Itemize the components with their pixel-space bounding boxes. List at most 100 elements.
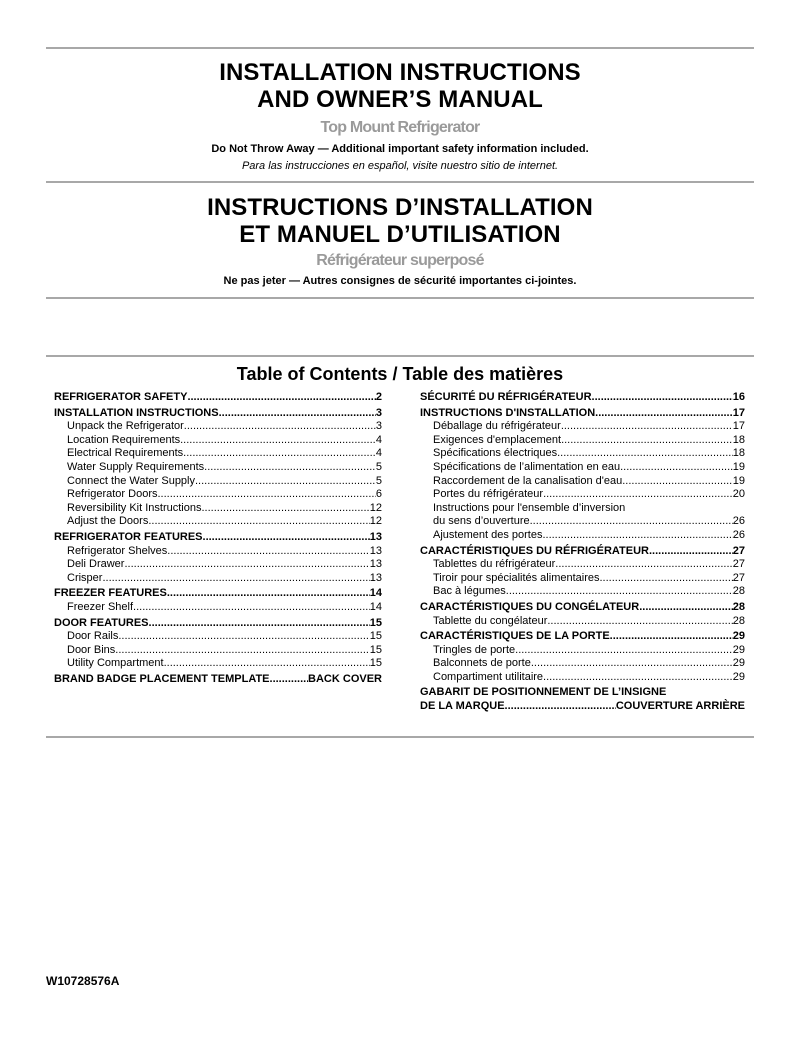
- toc-entry-page: 12: [369, 515, 382, 528]
- dot-leader: [639, 601, 733, 615]
- toc-entry[interactable]: Déballage du réfrigérateur 17: [420, 420, 745, 434]
- toc-entry-page: 6: [375, 488, 382, 501]
- toc-entry-label: Crisper: [67, 571, 103, 584]
- toc-entry-page: 12: [369, 501, 382, 514]
- dot-leader: [202, 502, 370, 516]
- toc-entry[interactable]: Ajustement des portes 26: [420, 529, 745, 543]
- toc-entry-label: Tringles de porte: [433, 643, 516, 656]
- divider-rule: [46, 181, 754, 183]
- toc-entry[interactable]: Door Rails 15: [54, 630, 382, 644]
- toc-entry[interactable]: Tiroir pour spécialités alimentaires 27: [420, 572, 745, 586]
- toc-entry[interactable]: CARACTÉRISTIQUES DU RÉFRIGÉRATEUR 27: [420, 545, 745, 559]
- toc-entry-label: SÉCURITÉ DU RÉFRIGÉRATEUR: [420, 391, 592, 403]
- dot-leader: [167, 545, 369, 559]
- toc-entry[interactable]: Freezer Shelf 14: [54, 601, 382, 615]
- dot-leader: [530, 515, 733, 529]
- toc-entry-label: Portes du réfrigérateur: [433, 488, 544, 501]
- toc-entry[interactable]: Raccordement de la canalisation d'eau 19: [420, 475, 745, 489]
- dot-leader: [184, 420, 376, 434]
- toc-entry[interactable]: INSTRUCTIONS D'INSTALLATION 17: [420, 407, 745, 421]
- toc-entry-label: Utility Compartment: [67, 657, 164, 670]
- toc-entry-label: Deli Drawer: [67, 558, 125, 571]
- toc-entry-label: CARACTÉRISTIQUES DE LA PORTE: [420, 630, 610, 643]
- toc-entry[interactable]: Refrigerator Doors 6: [54, 488, 382, 502]
- dot-leader: [561, 434, 733, 448]
- dot-leader: [557, 447, 733, 461]
- toc-entry-page: 27: [732, 571, 745, 584]
- toc-entry[interactable]: Door Bins 15: [54, 644, 382, 658]
- dot-leader: [133, 601, 370, 615]
- toc-entry[interactable]: DOOR FEATURES 15: [54, 617, 382, 631]
- dot-leader: [547, 615, 732, 629]
- toc-entry[interactable]: Deli Drawer 13: [54, 558, 382, 572]
- toc-entry[interactable]: Adjust the Doors 12: [54, 515, 382, 529]
- toc-entry[interactable]: CARACTÉRISTIQUES DE LA PORTE 29: [420, 630, 745, 644]
- toc-entry-label: Adjust the Doors: [67, 515, 149, 528]
- toc-entry[interactable]: FREEZER FEATURES 14: [54, 587, 382, 601]
- toc-entry[interactable]: Unpack the Refrigerator 3: [54, 420, 382, 434]
- toc-entry[interactable]: Exigences d'emplacement 18: [420, 434, 745, 448]
- divider-rule: [46, 297, 754, 299]
- toc-entry[interactable]: Portes du réfrigérateur 20: [420, 488, 745, 502]
- toc-entry[interactable]: Location Requirements 4: [54, 434, 382, 448]
- toc-entry-label: INSTRUCTIONS D'INSTALLATION: [420, 406, 596, 419]
- toc-entry[interactable]: GABARIT DE POSITIONNEMENT DE L’INSIGNE DE…: [420, 686, 745, 713]
- toc-entry-page: 13: [369, 544, 382, 557]
- english-warning: Do Not Throw Away — Additional important…: [211, 143, 589, 155]
- toc-entry[interactable]: Refrigerator Shelves 13: [54, 545, 382, 559]
- dot-leader: [187, 391, 375, 405]
- toc-entry-label-line1: GABARIT DE POSITIONNEMENT DE L’INSIGNE: [420, 686, 667, 699]
- toc-entry[interactable]: Crisper 13: [54, 572, 382, 586]
- toc-entry-page: BACK COVER: [308, 672, 382, 685]
- toc-entry[interactable]: Spécifications de l’alimentation en eau 1…: [420, 461, 745, 475]
- french-title-line2: ET MANUEL D’UTILISATION: [239, 221, 561, 248]
- dot-leader: [600, 572, 733, 586]
- toc-entry[interactable]: INSTALLATION INSTRUCTIONS 3: [54, 407, 382, 421]
- toc-entry-page: 13: [369, 530, 382, 543]
- toc-entry-page: 4: [375, 433, 382, 446]
- toc-entry-page: 27: [732, 558, 745, 571]
- dot-leader: [543, 488, 733, 502]
- toc-entry[interactable]: SÉCURITÉ DU RÉFRIGÉRATEUR 16: [420, 391, 745, 405]
- toc-entry-label: Balconnets de porte: [433, 657, 531, 670]
- toc-entry[interactable]: BRAND BADGE PLACEMENT TEMPLATE BACK COVE…: [54, 673, 382, 687]
- toc-entry[interactable]: Tablettes du réfrigérateur 27: [420, 558, 745, 572]
- toc-entry[interactable]: Reversibility Kit Instructions 12: [54, 502, 382, 516]
- dot-leader: [505, 700, 616, 714]
- dot-leader: [622, 475, 733, 489]
- toc-entry[interactable]: Compartiment utilitaire 29: [420, 671, 745, 685]
- toc-entry[interactable]: Tablette du congélateur 28: [420, 615, 745, 629]
- toc-entry-label: Unpack the Refrigerator: [67, 420, 184, 433]
- toc-entry-label: Raccordement de la canalisation d'eau: [433, 474, 623, 487]
- english-subtitle: Top Mount Refrigerator: [320, 119, 481, 136]
- toc-entry[interactable]: REFRIGERATOR FEATURES 13: [54, 531, 382, 545]
- toc-entry[interactable]: Tringles de porte 29: [420, 644, 745, 658]
- dot-leader: [124, 558, 369, 572]
- dot-leader: [148, 515, 369, 529]
- toc-entry-label: Spécifications de l’alimentation en eau: [433, 460, 621, 473]
- toc-entry[interactable]: Connect the Water Supply 5: [54, 475, 382, 489]
- toc-entry[interactable]: Bac à légumes 28: [420, 585, 745, 599]
- toc-entry-label: Compartiment utilitaire: [433, 670, 544, 683]
- toc-entry[interactable]: Utility Compartment 15: [54, 657, 382, 671]
- toc-entry-label: Location Requirements: [67, 433, 181, 446]
- dot-leader: [149, 617, 370, 631]
- dot-leader: [610, 630, 733, 644]
- toc-entry-page: 29: [732, 657, 745, 670]
- toc-entry[interactable]: Water Supply Requirements 5: [54, 461, 382, 475]
- toc-entry[interactable]: Balconnets de porte 29: [420, 657, 745, 671]
- dot-leader: [183, 447, 376, 461]
- toc-entry[interactable]: REFRIGERATOR SAFETY 2: [54, 391, 382, 405]
- toc-entry-label: BRAND BADGE PLACEMENT TEMPLATE: [54, 672, 270, 685]
- toc-entry-label: Déballage du réfrigérateur: [433, 420, 561, 433]
- toc-entry[interactable]: Instructions pour l'ensemble d’inversion…: [420, 502, 745, 529]
- toc-entry[interactable]: Electrical Requirements 4: [54, 447, 382, 461]
- toc-entry[interactable]: CARACTÉRISTIQUES DU CONGÉLATEUR 28: [420, 601, 745, 615]
- toc-entry-label: CARACTÉRISTIQUES DU RÉFRIGÉRATEUR: [420, 544, 649, 557]
- toc-entry-page: 14: [369, 600, 382, 613]
- toc-entry-page: 17: [732, 406, 745, 419]
- toc-entry-label: Refrigerator Shelves: [67, 544, 168, 557]
- toc-entry[interactable]: Spécifications électriques 18: [420, 447, 745, 461]
- dot-leader: [620, 461, 733, 475]
- toc-entry-page: 18: [732, 433, 745, 446]
